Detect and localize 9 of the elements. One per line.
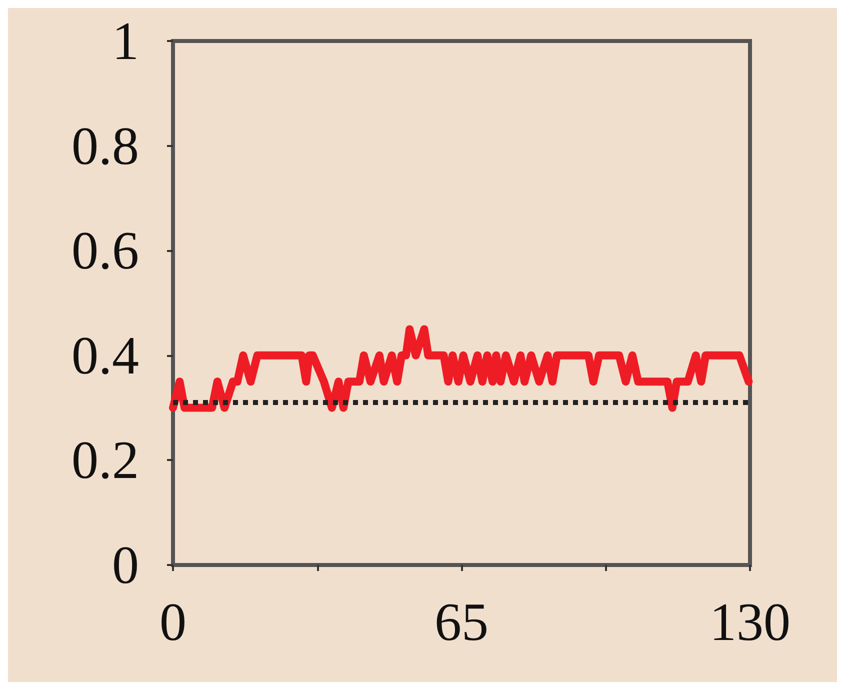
y-tick-label: 0 — [112, 535, 139, 595]
x-tick-label: 0 — [160, 592, 186, 652]
y-tick-label: 0.6 — [72, 220, 139, 281]
y-tick-label: 0.2 — [72, 430, 139, 490]
y-tick-label: 0.4 — [72, 325, 139, 386]
x-tick-label: 130 — [710, 592, 790, 652]
x-tick-label: 65 — [434, 592, 488, 652]
y-tick-label: 1 — [112, 11, 139, 71]
y-tick-label: 0.8 — [72, 116, 139, 176]
